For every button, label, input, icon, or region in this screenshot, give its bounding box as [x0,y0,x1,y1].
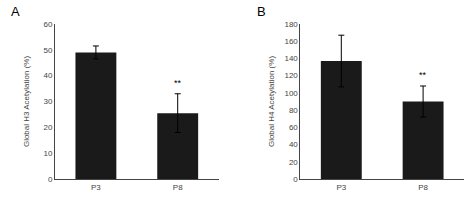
svg-text:60: 60 [43,20,52,29]
svg-text:30: 30 [43,97,52,106]
svg-text:P3: P3 [91,183,101,192]
svg-text:Global H4 Acetylation (%): Global H4 Acetylation (%) [267,56,276,147]
svg-text:160: 160 [284,37,298,46]
svg-text:10: 10 [43,149,52,158]
svg-text:20: 20 [289,158,298,167]
svg-text:80: 80 [289,106,298,115]
svg-text:0: 0 [293,175,298,184]
svg-text:140: 140 [284,54,298,63]
svg-text:B: B [257,4,266,19]
svg-text:40: 40 [289,140,298,149]
svg-text:P3: P3 [336,183,346,192]
svg-text:0: 0 [48,175,53,184]
svg-text:100: 100 [284,89,298,98]
svg-text:20: 20 [43,123,52,132]
svg-text:**: ** [174,78,182,88]
svg-text:180: 180 [284,20,298,29]
svg-text:Global H3 Acetylation (%): Global H3 Acetylation (%) [22,56,31,147]
svg-text:60: 60 [289,123,298,132]
svg-text:A: A [11,4,20,19]
svg-text:40: 40 [43,71,52,80]
svg-text:P8: P8 [418,183,428,192]
svg-text:50: 50 [43,46,52,55]
svg-text:120: 120 [284,71,298,80]
svg-text:P8: P8 [173,183,183,192]
svg-text:**: ** [419,70,427,80]
